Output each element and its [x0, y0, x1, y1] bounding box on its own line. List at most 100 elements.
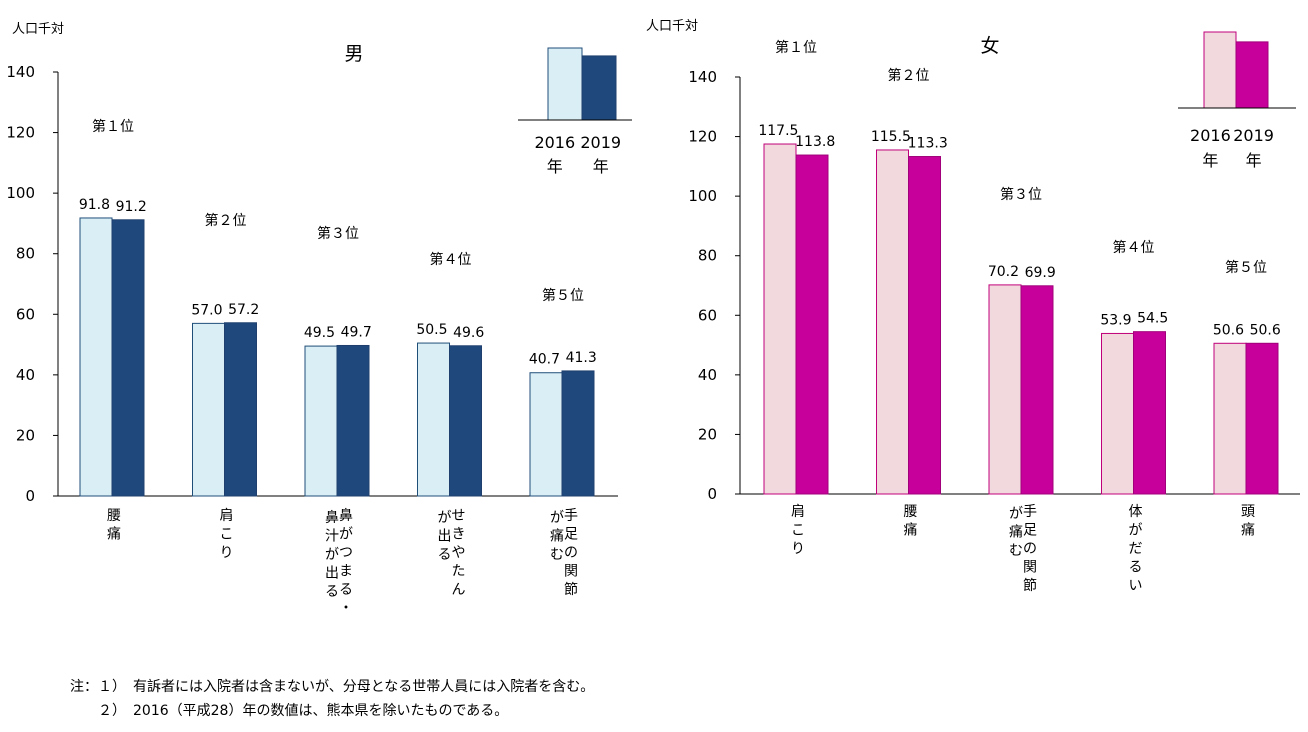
male-category-label-char: が	[325, 547, 339, 563]
female-y-tick-label: 120	[688, 128, 717, 146]
female-category-label-char: 関	[1023, 560, 1037, 576]
male-category-label-char: せ	[452, 508, 466, 524]
male-category-label-char: 痛	[550, 528, 564, 545]
female-category-label-char: こ	[791, 523, 805, 539]
male-rank-label: 第３位	[317, 225, 359, 242]
male-category-label-char: る	[339, 582, 353, 598]
male-legend-swatch-2016	[547, 47, 583, 121]
male-legend-year-suffix: 年	[593, 157, 609, 176]
footnote-1: 注：１） 有訴者には入院者は含まないが、分母となる世帯人員には入院者を含む。	[70, 679, 595, 695]
female-y-tick-label: 100	[688, 187, 717, 205]
male-category-label-char: こ	[220, 527, 234, 543]
male-rank-label: 第１位	[92, 118, 134, 135]
male-value-label-2019: 49.6	[453, 325, 484, 341]
female-category-label-char: が	[1009, 506, 1023, 522]
female-category-label-char: り	[791, 541, 805, 557]
female-category-label-char: い	[1129, 578, 1143, 594]
male-legend-swatch-2019	[581, 55, 617, 121]
female-chart-title: 女	[980, 35, 999, 57]
male-category-label-char: が	[550, 510, 564, 526]
female-legend-year: 2019	[1233, 126, 1274, 145]
female-value-label-2019: 54.5	[1137, 311, 1168, 327]
male-value-label-2016: 50.5	[416, 322, 447, 338]
male-category-label-char: 汁	[325, 529, 339, 545]
male-category-label-char: や	[452, 545, 466, 561]
male-category-label-char: が	[438, 510, 452, 526]
female-rank-label: 第５位	[1225, 259, 1267, 276]
female-rank-label: 第３位	[1000, 186, 1042, 203]
male-legend-year-suffix: 年	[547, 157, 563, 176]
male-y-tick-label: 40	[16, 366, 35, 384]
male-category-label-char: つ	[339, 545, 353, 561]
female-category-label-char: 痛	[1241, 522, 1255, 539]
male-category-label-char: 出	[325, 566, 339, 582]
male-unit-label: 人口千対	[12, 22, 64, 37]
female-y-tick-label: 20	[698, 425, 717, 443]
female-category-label-char: 足	[1023, 523, 1037, 539]
male-y-tick-label: 0	[25, 487, 35, 505]
male-category-label-char: 肩	[220, 508, 234, 524]
male-category-label-char: 痛	[107, 526, 121, 543]
male-value-label-2019: 57.2	[228, 302, 259, 318]
female-value-label-2019: 113.3	[908, 136, 948, 152]
female-bar-2019	[1245, 342, 1279, 495]
male-category-label-char: る	[438, 547, 452, 563]
female-bar-2019	[1020, 285, 1054, 495]
male-category-label-char: ん	[452, 582, 466, 598]
female-value-label-2019: 113.8	[795, 134, 835, 150]
female-value-label-2016: 115.5	[871, 129, 911, 145]
female-y-tick-label: 40	[698, 366, 717, 384]
male-bar-2019	[336, 344, 370, 497]
female-bar-2019	[1133, 331, 1166, 495]
male-bar-2019	[561, 370, 595, 497]
male-bar-2016	[192, 322, 225, 497]
male-bar-2019	[111, 219, 145, 497]
female-category-label-char: 体	[1129, 504, 1143, 520]
female-value-label-2019: 69.9	[1025, 265, 1056, 281]
female-category-label-char: だ	[1129, 541, 1143, 557]
male-y-tick-label: 100	[6, 184, 35, 202]
male-category-label-char: 鼻	[339, 507, 353, 524]
female-value-label-2016: 117.5	[758, 123, 798, 139]
male-y-tick-label: 80	[16, 245, 35, 263]
female-y-tick-label: 60	[698, 306, 717, 324]
female-unit-label: 人口千対	[646, 19, 698, 34]
male-category-label-char: た	[452, 564, 466, 580]
female-category-label-char: む	[1009, 543, 1023, 559]
female-category-label-char: 痛	[1009, 524, 1023, 541]
female-value-label-2016: 50.6	[1213, 322, 1244, 338]
male-category-label-char: 手	[564, 508, 578, 524]
female-y-tick-label: 140	[688, 68, 717, 86]
male-category-label-char: 節	[564, 581, 578, 598]
female-bar-2016	[1213, 342, 1247, 495]
female-bar-2016	[763, 143, 797, 495]
female-category-label-char: 節	[1023, 577, 1037, 594]
male-value-label-2016: 91.8	[79, 197, 110, 213]
male-category-label-char: の	[564, 545, 578, 561]
female-bar-2016	[876, 149, 909, 495]
male-bar-2019	[224, 322, 257, 497]
male-category-label-char: る	[325, 584, 339, 600]
male-rank-label: 第４位	[430, 251, 472, 268]
female-legend-year-suffix: 年	[1202, 151, 1218, 170]
female-bar-2016	[1101, 332, 1134, 495]
male-value-label-2016: 57.0	[191, 302, 222, 318]
male-category-label-char: 足	[564, 527, 578, 543]
male-chart-title: 男	[344, 43, 363, 65]
male-y-tick-label: 120	[6, 124, 35, 142]
female-category-label-char: 腰	[904, 504, 918, 520]
male-bar-2016	[304, 345, 338, 497]
female-bar-2019	[795, 154, 829, 495]
male-category-label-char: り	[220, 545, 234, 561]
female-legend-swatch-2019	[1235, 41, 1269, 109]
male-value-label-2019: 91.2	[116, 199, 147, 215]
female-y-tick-label: 80	[698, 247, 717, 265]
female-rank-label: 第１位	[775, 39, 817, 56]
male-category-label-char: 鼻	[325, 509, 339, 526]
female-legend-year: 2016	[1190, 126, 1231, 145]
male-bar-2016	[417, 342, 450, 497]
female-category-label-char: 手	[1023, 504, 1037, 520]
female-value-label-2016: 70.2	[988, 264, 1019, 280]
male-bar-2016	[79, 217, 113, 497]
